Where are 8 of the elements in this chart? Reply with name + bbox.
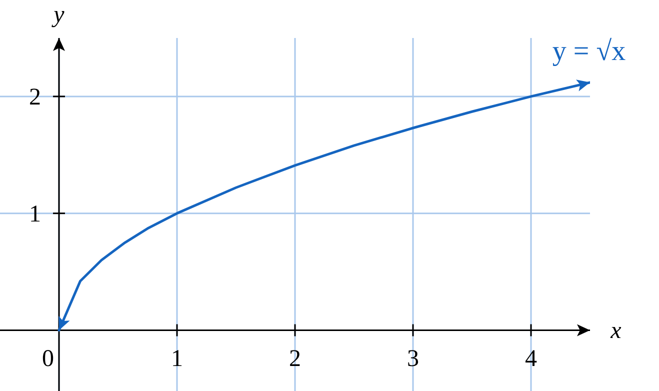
x-tick-label: 0 (42, 346, 54, 372)
x-axis-title: x (610, 318, 622, 344)
y-axis-title: y (52, 2, 65, 28)
x-tick-label: 4 (525, 346, 537, 372)
x-tick-label: 1 (171, 346, 183, 372)
x-tick-label: 3 (407, 346, 419, 372)
annotation: y = √x (552, 36, 626, 67)
x-tick-label: 2 (289, 346, 301, 372)
